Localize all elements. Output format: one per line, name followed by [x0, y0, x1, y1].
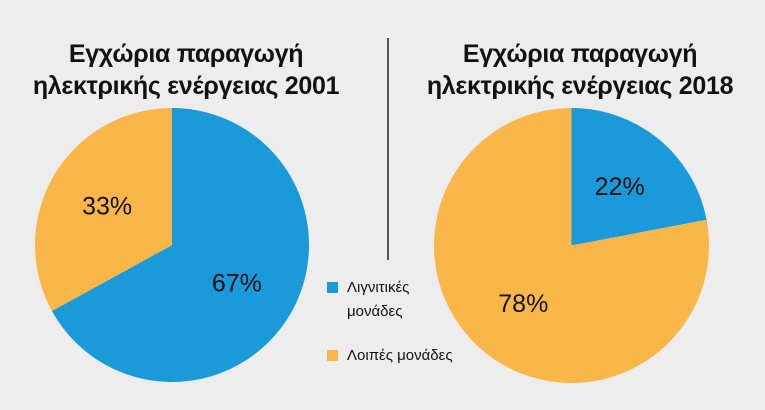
legend-swatch-other [327, 350, 338, 361]
chart-title-2001: Εγχώρια παραγωγή ηλεκτρικής ενέργειας 20… [21, 38, 351, 102]
pie-slice-other [434, 108, 709, 383]
slice-label-lignite: 67% [212, 269, 262, 297]
pie-slice-lignite [571, 108, 707, 246]
divider-line [387, 38, 389, 260]
legend-item-lignite: Λιγνιτικές μονάδες [327, 276, 457, 324]
chart-title-2018: Εγχώρια παραγωγή ηλεκτρικής ενέργειας 20… [415, 38, 745, 102]
pie-slice-other [34, 108, 172, 312]
pie-slice-lignite [51, 108, 309, 382]
legend-label-lignite: Λιγνιτικές μονάδες [347, 279, 410, 320]
chart-title-line2: ηλεκτρικής ενέργειας 2018 [426, 72, 734, 100]
pie-chart-2018: 22% 78% [434, 108, 709, 383]
slice-label-other: 33% [82, 193, 132, 221]
pie-chart-2001: 67% 33% [34, 108, 309, 382]
legend-label-other: Λοιπές μονάδες [347, 347, 453, 364]
chart-title-line1: Εγχώρια παραγωγή [68, 40, 304, 68]
chart-title-line1: Εγχώρια παραγωγή [462, 40, 698, 68]
legend-item-other: Λοιπές μονάδες [327, 344, 457, 368]
legend-swatch-lignite [327, 282, 338, 293]
slice-label-lignite: 22% [595, 173, 645, 201]
legend: Λιγνιτικές μονάδες Λοιπές μονάδες [327, 276, 457, 388]
chart-title-line2: ηλεκτρικής ενέργειας 2001 [32, 72, 340, 100]
slice-label-other: 78% [498, 290, 548, 318]
